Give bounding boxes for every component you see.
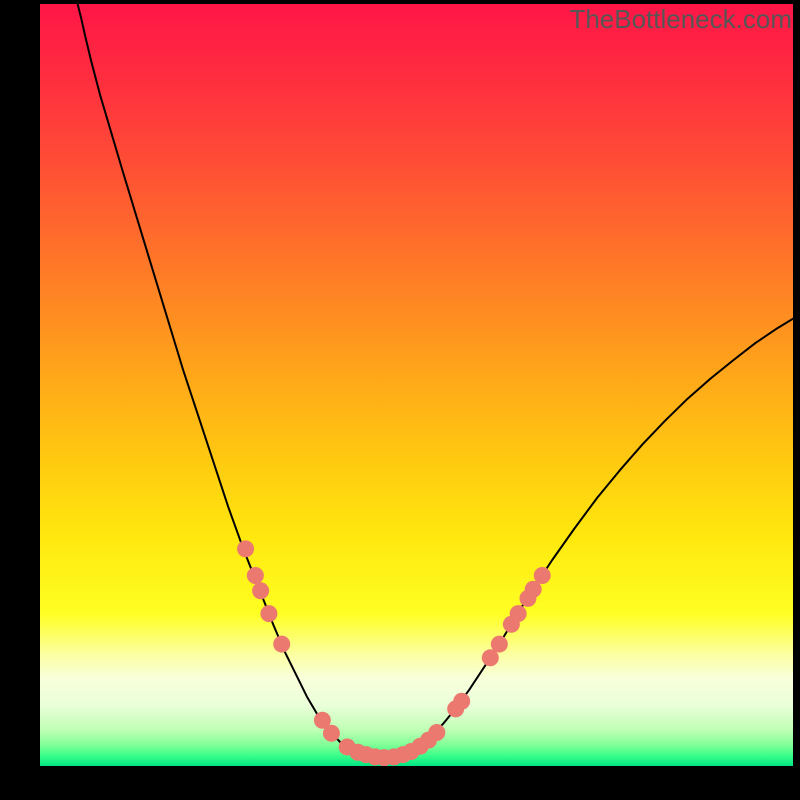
data-marker	[323, 725, 340, 742]
data-marker	[510, 605, 527, 622]
data-marker	[260, 605, 277, 622]
data-marker	[247, 567, 264, 584]
data-marker	[428, 724, 445, 741]
bottleneck-curve-chart	[0, 0, 800, 800]
data-marker	[534, 567, 551, 584]
data-marker	[237, 540, 254, 557]
gradient-background	[40, 4, 793, 766]
data-marker	[453, 693, 470, 710]
data-marker	[273, 636, 290, 653]
watermark-text: TheBottleneck.com	[569, 4, 792, 35]
data-marker	[252, 582, 269, 599]
data-marker	[491, 636, 508, 653]
